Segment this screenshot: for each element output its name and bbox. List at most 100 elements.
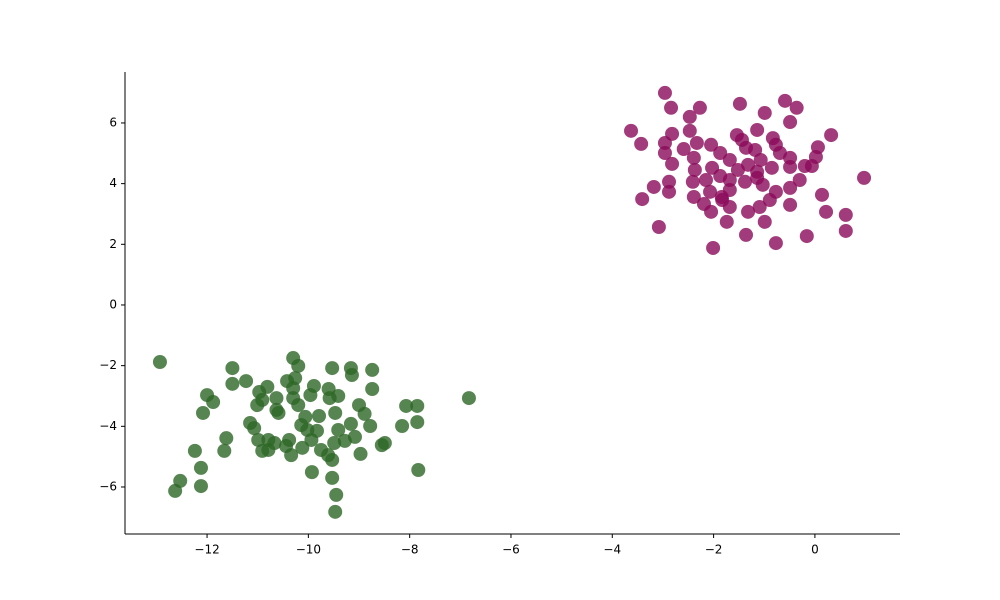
point	[757, 105, 772, 120]
point	[365, 381, 380, 396]
point	[665, 126, 680, 141]
point	[357, 406, 372, 421]
point	[312, 408, 327, 423]
point	[304, 432, 319, 447]
point	[757, 214, 772, 229]
point	[783, 197, 798, 212]
x-tick-label: −8	[401, 543, 419, 557]
y-tick-label: −2	[99, 358, 117, 372]
point	[685, 174, 700, 189]
y-tick-label: −6	[99, 479, 117, 493]
point	[764, 160, 779, 175]
point	[730, 162, 745, 177]
point	[692, 100, 707, 115]
point	[251, 432, 266, 447]
x-tick-label: −4	[603, 543, 621, 557]
point	[789, 100, 804, 115]
point	[682, 123, 697, 138]
x-tick-label: −2	[705, 543, 723, 557]
point	[752, 199, 767, 214]
point	[329, 487, 344, 502]
x-tick-label: −6	[502, 543, 520, 557]
y-tick-label: 2	[109, 237, 117, 251]
point	[304, 465, 319, 480]
point	[838, 223, 853, 238]
point	[799, 229, 814, 244]
point	[665, 156, 680, 171]
point	[347, 429, 362, 444]
point	[353, 446, 368, 461]
x-tick-label: 0	[811, 543, 819, 557]
point	[410, 415, 425, 430]
point	[331, 422, 346, 437]
point	[741, 204, 756, 219]
point	[239, 374, 254, 389]
point	[753, 152, 768, 167]
point	[269, 391, 284, 406]
point	[739, 227, 754, 242]
point	[250, 398, 265, 413]
point	[732, 96, 747, 111]
point	[399, 398, 414, 413]
point	[328, 504, 343, 519]
point	[768, 236, 783, 251]
point	[286, 381, 301, 396]
point	[187, 443, 202, 458]
point	[152, 355, 167, 370]
point	[225, 361, 240, 376]
point	[704, 137, 719, 152]
point	[624, 123, 639, 138]
point	[662, 184, 677, 199]
point	[344, 368, 359, 383]
point	[762, 193, 777, 208]
point	[325, 361, 340, 376]
point	[291, 358, 306, 373]
y-tick-label: 6	[109, 115, 117, 129]
point	[343, 416, 358, 431]
point	[719, 214, 734, 229]
point	[797, 159, 812, 174]
point	[325, 470, 340, 485]
point	[328, 405, 343, 420]
point	[704, 204, 719, 219]
point	[783, 159, 798, 174]
point	[686, 150, 701, 165]
y-tick-label: 4	[109, 176, 117, 190]
y-tick-label: −4	[99, 419, 117, 433]
point	[715, 193, 730, 208]
point	[193, 479, 208, 494]
point	[635, 192, 650, 207]
point	[325, 452, 340, 467]
point	[689, 135, 704, 150]
point	[706, 240, 721, 255]
point	[284, 448, 299, 463]
point	[168, 483, 183, 498]
point	[225, 376, 240, 391]
point	[857, 170, 872, 185]
point	[327, 435, 342, 450]
point	[722, 183, 737, 198]
point	[206, 395, 221, 410]
point	[750, 122, 765, 137]
point	[778, 93, 793, 108]
point	[698, 172, 713, 187]
point	[713, 145, 728, 160]
point	[814, 187, 829, 202]
point	[395, 419, 410, 434]
point	[410, 398, 425, 413]
point	[365, 362, 380, 377]
point	[271, 405, 286, 420]
point	[768, 137, 783, 152]
point	[783, 180, 798, 195]
point	[686, 189, 701, 204]
y-tick-label: 0	[109, 297, 117, 311]
point	[291, 398, 306, 413]
x-tick-label: −10	[296, 543, 321, 557]
point	[664, 100, 679, 115]
point	[676, 142, 691, 157]
point	[217, 443, 232, 458]
point	[687, 162, 702, 177]
point	[261, 442, 276, 457]
point	[838, 207, 853, 222]
